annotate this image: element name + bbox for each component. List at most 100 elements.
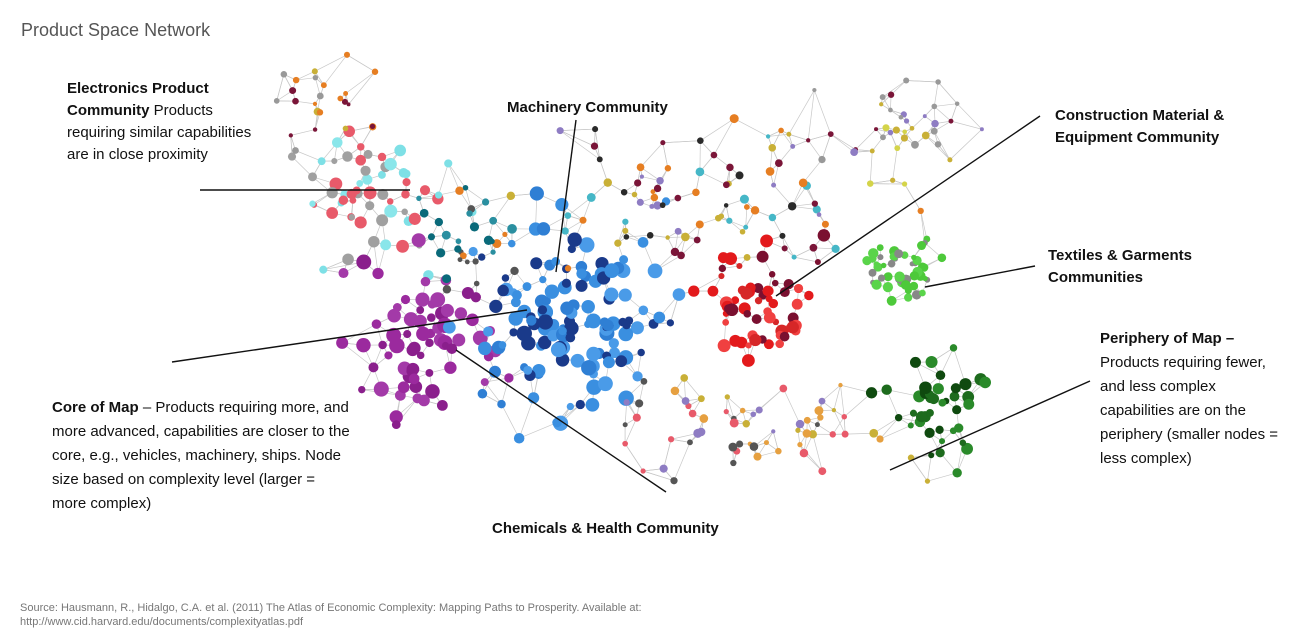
source: Source: Hausmann, R., Hidalgo, C.A. et a…	[20, 602, 642, 628]
node	[338, 268, 349, 279]
node	[892, 126, 900, 134]
edge	[890, 80, 907, 95]
node	[401, 190, 410, 199]
edge	[821, 133, 832, 160]
node	[640, 377, 648, 385]
node	[319, 265, 328, 274]
node	[814, 406, 824, 416]
node	[821, 220, 829, 228]
node	[387, 308, 401, 323]
node	[371, 319, 382, 329]
edge	[807, 140, 823, 160]
node	[779, 232, 786, 239]
node	[894, 413, 903, 422]
node	[358, 385, 366, 394]
node	[575, 399, 585, 410]
edge	[803, 452, 823, 472]
edge	[567, 197, 592, 216]
node	[901, 181, 908, 187]
node	[693, 236, 701, 244]
edge	[782, 235, 795, 258]
annotation-bold: Machinery Community	[507, 99, 668, 116]
node	[656, 176, 664, 185]
node	[959, 378, 972, 391]
edge	[296, 71, 315, 81]
node	[768, 213, 777, 222]
edge	[869, 150, 873, 184]
node	[961, 442, 973, 455]
node	[363, 186, 377, 200]
node	[371, 68, 379, 75]
node	[419, 185, 431, 196]
node	[731, 296, 740, 305]
annotation: Textiles & Garments Communities	[1048, 245, 1248, 289]
node	[650, 193, 659, 202]
edge	[624, 417, 638, 444]
node	[790, 143, 796, 149]
node	[726, 217, 733, 224]
node	[736, 440, 744, 448]
edge	[808, 133, 831, 141]
annotation: Core of Map – Products requiring more, a…	[52, 396, 352, 516]
node	[928, 452, 935, 459]
node	[550, 342, 566, 358]
node	[771, 429, 776, 434]
node	[723, 408, 729, 415]
node	[436, 399, 448, 411]
node	[636, 198, 644, 206]
node	[631, 191, 638, 198]
node	[741, 354, 755, 367]
node	[622, 320, 631, 330]
node	[288, 133, 293, 138]
node	[455, 238, 462, 245]
node	[602, 356, 615, 369]
edge	[802, 159, 823, 184]
node	[581, 360, 597, 376]
node	[904, 293, 913, 302]
node	[649, 203, 655, 209]
edge	[821, 384, 841, 402]
edge	[855, 128, 877, 150]
edge	[624, 402, 627, 425]
edge	[671, 438, 691, 443]
node	[316, 92, 324, 100]
node	[935, 370, 946, 380]
leader-line	[171, 309, 528, 363]
node	[947, 157, 953, 163]
node	[356, 254, 372, 270]
node	[510, 297, 521, 308]
node	[586, 193, 596, 202]
node	[396, 239, 409, 253]
edge	[925, 135, 951, 161]
node	[963, 398, 975, 410]
node	[498, 341, 507, 349]
node	[529, 186, 544, 201]
node	[523, 365, 533, 375]
node	[506, 191, 516, 201]
node	[619, 255, 629, 265]
node	[909, 271, 920, 281]
edge	[807, 90, 815, 141]
edge	[640, 166, 661, 181]
node	[723, 304, 733, 313]
node	[728, 442, 738, 452]
node	[774, 159, 783, 167]
node	[894, 271, 905, 283]
node	[802, 429, 812, 438]
node	[408, 373, 420, 385]
node	[472, 258, 479, 265]
edge	[295, 150, 322, 162]
edge	[485, 195, 511, 203]
node	[346, 102, 351, 107]
node	[368, 235, 380, 248]
node	[609, 347, 620, 359]
edge	[626, 234, 651, 238]
edge	[484, 381, 502, 405]
node	[894, 145, 901, 152]
node	[425, 384, 440, 399]
annotation-bold: Core of Map	[52, 399, 139, 416]
node	[898, 114, 904, 120]
node	[865, 387, 878, 399]
annotation-bold: Construction Material & Equipment Commun…	[1055, 107, 1225, 146]
edge	[734, 118, 769, 137]
